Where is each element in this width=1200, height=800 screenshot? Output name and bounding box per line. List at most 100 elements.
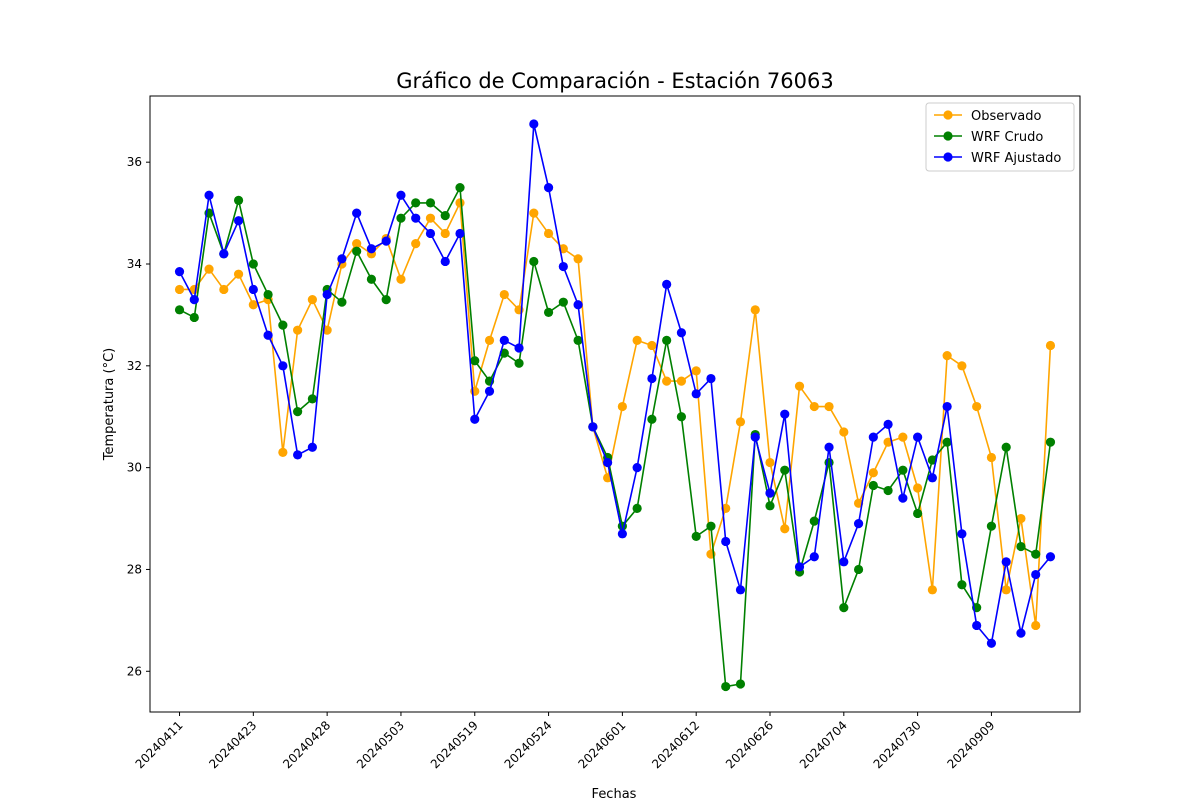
data-point-observado [942, 351, 952, 361]
data-point-wrf-ajustado [676, 328, 687, 338]
data-point-wrf-ajustado [603, 457, 613, 468]
data-point-wrf-ajustado [455, 228, 465, 239]
data-point-wrf-ajustado [721, 536, 731, 547]
data-point-wrf-crudo [765, 501, 775, 511]
data-point-wrf-crudo [337, 297, 347, 307]
data-point-wrf-crudo [1001, 442, 1011, 452]
data-point-observado [824, 401, 834, 412]
data-point-wrf-ajustado [425, 228, 436, 239]
data-point-wrf-crudo [425, 198, 436, 208]
data-point-wrf-crudo [543, 307, 554, 317]
data-point-observado [898, 432, 908, 442]
x-tick-label: 20240423 [206, 718, 259, 771]
data-point-wrf-ajustado [470, 414, 480, 424]
data-point-wrf-ajustado [337, 254, 347, 264]
plot-area [149, 95, 1081, 713]
data-point-wrf-ajustado [780, 409, 790, 419]
data-point-wrf-ajustado [647, 373, 657, 384]
data-point-wrf-ajustado [839, 557, 849, 567]
data-point-observado [248, 300, 258, 310]
data-point-observado [794, 381, 805, 391]
x-tick-label: 20240519 [428, 718, 481, 771]
data-point-observado [219, 284, 229, 295]
data-point-observado [676, 376, 687, 386]
data-point-wrf-crudo [1031, 549, 1041, 559]
legend-item-wrf-ajustado: WRF Ajustado [934, 151, 1061, 166]
x-tick-label: 20240428 [280, 718, 333, 771]
data-point-wrf-crudo [662, 335, 672, 345]
data-point-wrf-ajustado [558, 261, 568, 272]
data-point-observado [455, 198, 465, 208]
data-point-wrf-ajustado [440, 256, 450, 267]
data-point-observado [868, 468, 878, 478]
data-point-wrf-ajustado [204, 190, 214, 200]
data-point-observado [425, 213, 436, 223]
data-point-wrf-crudo [514, 358, 524, 368]
data-point-wrf-crudo [868, 480, 878, 491]
data-point-wrf-crudo [883, 485, 893, 496]
data-point-wrf-ajustado [322, 289, 332, 300]
data-point-wrf-crudo [233, 195, 244, 205]
data-point-observado [204, 264, 214, 274]
data-point-observado [972, 401, 982, 412]
data-point-wrf-ajustado [927, 473, 937, 483]
data-point-wrf-ajustado [750, 432, 760, 442]
data-point-observado [174, 284, 185, 295]
data-point-wrf-crudo [957, 580, 967, 590]
series-line-wrf-ajustado [178, 123, 1052, 645]
data-point-wrf-ajustado [883, 419, 893, 429]
data-point-wrf-crudo [278, 320, 288, 330]
data-point-observado [780, 524, 790, 534]
x-tick-label: 20240626 [723, 718, 776, 771]
y-tick-label: 36 [127, 155, 142, 169]
data-point-wrf-ajustado [868, 432, 878, 442]
data-point-observado [957, 361, 967, 371]
data-point-wrf-ajustado [278, 361, 288, 371]
data-point-wrf-ajustado [617, 529, 627, 539]
data-point-wrf-crudo [735, 679, 746, 689]
data-point-wrf-ajustado [529, 119, 539, 129]
x-tick-label: 20240524 [502, 718, 555, 771]
y-tick-label: 26 [127, 664, 142, 678]
data-point-wrf-crudo [455, 183, 465, 193]
x-tick-label: 20240704 [797, 718, 850, 771]
legend-marker [943, 131, 953, 141]
data-point-observado [913, 483, 923, 493]
data-point-observado [1016, 513, 1026, 524]
data-point-wrf-crudo [307, 394, 317, 404]
data-point-wrf-ajustado [174, 267, 185, 277]
data-point-observado [573, 254, 583, 264]
data-point-wrf-ajustado [307, 442, 317, 452]
data-point-wrf-crudo [647, 414, 657, 424]
data-point-observado [322, 325, 332, 335]
data-point-observado [411, 239, 421, 249]
data-point-wrf-crudo [986, 521, 997, 531]
data-point-wrf-ajustado [484, 386, 495, 396]
data-point-observado [529, 208, 539, 218]
data-point-wrf-crudo [1016, 541, 1026, 552]
series-layer [174, 119, 1056, 692]
data-point-wrf-ajustado [411, 213, 421, 223]
x-tick-label: 20240411 [133, 718, 186, 771]
legend-frame [925, 102, 1075, 172]
y-axis: 26 28 30 32 34 36 [127, 155, 150, 678]
data-point-wrf-ajustado [514, 343, 524, 353]
data-point-wrf-crudo [558, 297, 568, 307]
data-point-wrf-ajustado [794, 562, 805, 572]
y-tick-label: 32 [127, 359, 142, 373]
data-point-wrf-crudo [839, 603, 849, 613]
series-wrf-crudo [174, 183, 1056, 692]
data-point-observado [765, 457, 775, 468]
data-point-wrf-ajustado [691, 389, 701, 399]
data-point-observado [1031, 620, 1041, 631]
data-point-wrf-ajustado [352, 208, 362, 218]
legend-label: WRF Ajustado [971, 151, 1061, 166]
data-point-wrf-crudo [676, 412, 687, 422]
data-point-wrf-ajustado [233, 216, 244, 226]
data-point-wrf-ajustado [219, 249, 229, 259]
legend: Observado WRF Crudo WRF Ajustado [925, 102, 1075, 172]
data-point-observado [440, 228, 450, 239]
data-point-observado [233, 269, 244, 279]
data-point-wrf-ajustado [765, 488, 775, 498]
